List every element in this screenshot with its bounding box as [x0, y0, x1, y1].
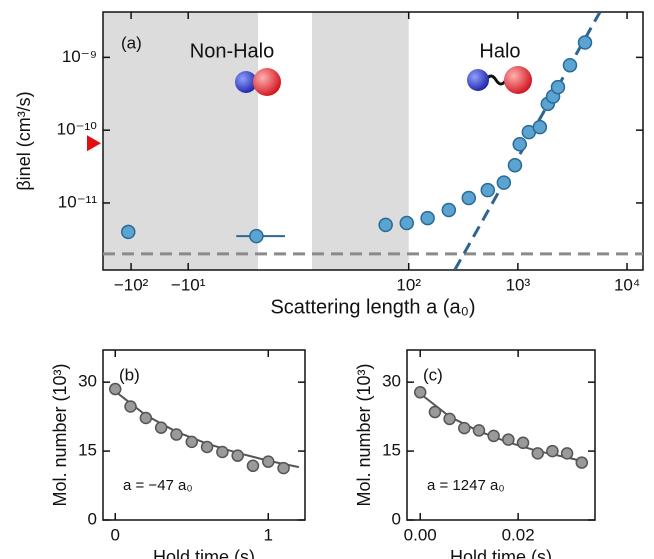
data-point: [443, 412, 456, 426]
data-point: [441, 202, 457, 218]
atom: [253, 68, 281, 96]
data-point: [428, 405, 442, 419]
data-point: [577, 35, 593, 50]
atom: [467, 69, 489, 91]
x-axis-label: Hold time (s): [153, 547, 255, 559]
y-tick-label: 15: [382, 441, 401, 460]
data-point: [461, 190, 477, 206]
data-point: [472, 424, 486, 437]
y-tick-label: 0: [392, 509, 401, 528]
data-point: [575, 456, 589, 469]
data-point: [216, 445, 229, 459]
data-point: [249, 228, 264, 244]
y-axis-label: βinel (cm³/s): [14, 91, 34, 190]
data-point: [546, 444, 559, 458]
data-point: [531, 447, 544, 460]
data-point: [560, 447, 574, 460]
region-label: Halo: [479, 40, 520, 62]
y-tick-label: 30: [78, 372, 97, 391]
data-point: [420, 210, 435, 226]
data-point: [108, 382, 122, 396]
data-point: [496, 175, 512, 190]
data-point: [246, 459, 260, 473]
axes-frame: [406, 349, 596, 521]
axes-frame: [102, 349, 306, 521]
x-axis-label: Scattering length a (a₀): [270, 296, 475, 318]
data-point: [562, 57, 578, 73]
molecule-icons: [235, 66, 532, 96]
x-tick-label: 10³: [506, 275, 531, 294]
annotation: a = 1247 a₀: [427, 477, 505, 494]
data-point: [507, 157, 523, 173]
atom: [504, 66, 532, 94]
fit-line: [114, 390, 300, 469]
region-label: Non-Halo: [190, 40, 274, 62]
data-point: [277, 461, 290, 475]
panel-label: (b): [119, 365, 140, 384]
bond: [484, 74, 508, 86]
data-point: [185, 435, 199, 449]
data-point: [487, 429, 500, 443]
x-tick-label: −10¹: [171, 275, 206, 294]
data-point: [458, 421, 471, 435]
x-tick-label: 1: [264, 525, 273, 544]
data-point: [378, 217, 393, 233]
shaded-region: [103, 12, 409, 270]
axes-frame: [102, 11, 644, 271]
data-point: [262, 455, 275, 468]
data-point: [413, 386, 427, 399]
x-axis-label: Hold time (s): [450, 547, 552, 559]
annotation: a = −47 a₀: [123, 477, 193, 494]
data-point: [154, 421, 168, 434]
y-tick-label: 10⁻¹⁰: [57, 120, 98, 139]
y-axis-label: Mol. number (10³): [50, 363, 70, 506]
y-tick-label: 15: [78, 441, 97, 460]
data-point: [550, 79, 566, 95]
panel-label: (a): [121, 33, 142, 52]
atom: [235, 71, 257, 93]
y-tick-label: 10⁻⁹: [62, 47, 97, 66]
data-point: [121, 224, 136, 240]
data-point: [480, 182, 496, 198]
data-point: [139, 411, 153, 425]
data-point: [502, 433, 515, 446]
rate-marker: [87, 135, 101, 152]
y-tick-label: 10⁻¹¹: [58, 192, 98, 211]
data-point: [399, 215, 415, 231]
data-point: [231, 449, 244, 462]
data-point: [532, 119, 548, 135]
data-point: [170, 428, 183, 441]
fit-line: [453, 12, 602, 270]
axis-break: [257, 12, 312, 270]
data-point: [512, 137, 527, 152]
y-axis-label: Mol. number (10³): [354, 363, 374, 506]
x-tick-label: 10⁴: [614, 275, 640, 294]
x-tick-label: 0.00: [404, 525, 437, 544]
x-tick-label: 10²: [396, 275, 421, 294]
panel-label: (c): [423, 365, 443, 384]
x-tick-label: 0: [111, 525, 120, 544]
y-tick-label: 0: [88, 509, 97, 528]
data-point: [200, 440, 214, 454]
data-point: [124, 400, 137, 413]
data-point: [516, 436, 530, 450]
x-tick-label: 0.02: [502, 525, 535, 544]
y-tick-label: 30: [382, 372, 401, 391]
x-tick-label: −10²: [114, 275, 149, 294]
